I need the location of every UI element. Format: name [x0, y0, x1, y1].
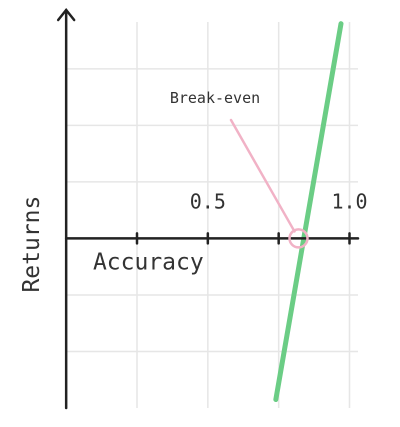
series-layer	[273, 21, 344, 403]
x-tick-label: 1.0	[331, 189, 367, 213]
x-ticks: 0.5 1.0	[135, 189, 368, 245]
annotations: Break-even	[170, 89, 309, 249]
annotation-label: Break-even	[170, 89, 260, 107]
annotation-marker	[288, 228, 309, 249]
series-line	[273, 21, 344, 403]
x-tick-label: 0.5	[190, 189, 226, 213]
annotation-leader-line	[229, 118, 296, 233]
x-axis-label: Accuracy	[93, 249, 204, 275]
grid	[66, 22, 358, 408]
y-axis-label: Returns	[19, 196, 45, 293]
y-axis-arrow	[56, 7, 76, 22]
